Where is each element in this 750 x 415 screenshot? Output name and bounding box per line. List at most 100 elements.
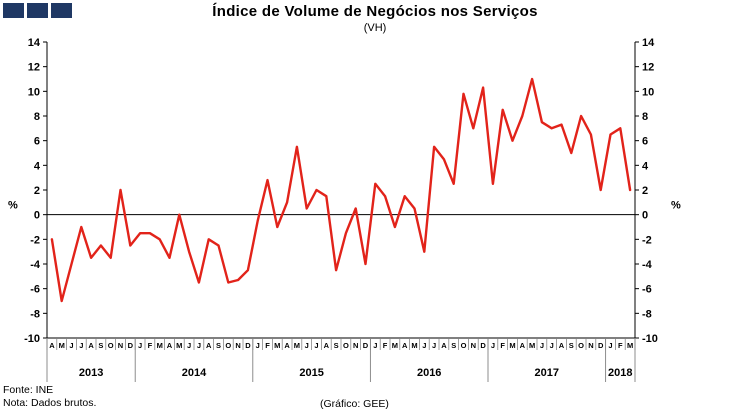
month-label: J [608,341,612,350]
month-label: S [569,341,574,350]
left-tick-label: 0 [34,210,40,222]
month-label: A [324,341,330,350]
left-tick-label: 12 [28,62,40,74]
month-label: J [69,341,73,350]
month-label: S [216,341,221,350]
month-label: N [471,341,476,350]
right-tick-label: -4 [642,259,653,271]
logo-square-3 [51,3,72,18]
month-label: F [148,341,153,350]
month-label: A [402,341,408,350]
month-label: A [559,341,565,350]
source-text: Fonte: INE [3,384,54,396]
right-tick-label: -10 [642,333,658,345]
left-tick-label: 4 [34,160,41,172]
month-label: M [176,341,182,350]
chart-subtitle: (VH) [363,22,387,34]
month-label: F [265,341,270,350]
month-label: A [206,341,212,350]
month-label: S [98,341,103,350]
month-label: M [59,341,65,350]
left-tick-label: -4 [30,259,41,271]
month-label: M [529,341,535,350]
note-text: Nota: Dados brutos. [3,397,97,410]
credit-text: (Gráfico: GEE) [320,398,389,410]
month-label: J [432,341,436,350]
month-label: D [128,341,134,350]
left-tick-label: -8 [30,308,40,320]
right-tick-label: -2 [642,234,652,246]
right-tick-label: 6 [642,136,648,148]
month-label: J [197,341,201,350]
right-tick-label: -8 [642,308,652,320]
month-label: M [294,341,300,350]
month-label: O [225,341,231,350]
month-label: M [392,341,398,350]
month-label: J [314,341,318,350]
right-tick-label: 12 [642,62,654,74]
month-label: J [187,341,191,350]
month-label: D [480,341,486,350]
month-label: J [373,341,377,350]
month-label: J [256,341,260,350]
month-label: N [235,341,240,350]
left-unit-label: % [8,200,18,212]
month-label: J [305,341,309,350]
year-label: 2013 [79,367,103,379]
year-label: 2016 [417,367,441,379]
month-label: M [157,341,163,350]
logo-square-1 [3,3,24,18]
month-label: O [578,341,584,350]
right-tick-label: 8 [642,111,648,123]
left-tick-label: 10 [28,86,40,98]
footer-source-block: Fonte: INE Nota: Dados brutos. [3,384,96,410]
year-label: 2014 [182,367,207,379]
month-label: N [118,341,123,350]
month-label: D [363,341,369,350]
month-label: A [520,341,526,350]
chart-title: Índice de Volume de Negócios nos Serviço… [212,3,538,20]
month-label: J [79,341,83,350]
year-label: 2018 [608,367,632,379]
left-tick-label: 8 [34,111,40,123]
month-label: S [334,341,339,350]
right-tick-label: 10 [642,86,654,98]
month-label: D [598,341,604,350]
month-label: J [491,341,495,350]
month-label: A [284,341,290,350]
month-label: A [49,341,55,350]
month-label: M [274,341,280,350]
month-label: M [627,341,633,350]
month-label: F [618,341,623,350]
month-label: N [588,341,593,350]
month-label: O [343,341,349,350]
data-line [50,77,632,303]
year-label: 2015 [299,367,323,379]
month-label: J [138,341,142,350]
right-unit-label: % [671,200,681,212]
month-label: J [422,341,426,350]
month-label: A [167,341,173,350]
year-label: 2017 [535,367,559,379]
month-label: A [441,341,447,350]
left-tick-label: -6 [30,284,40,296]
logo-square-2 [27,3,48,18]
right-tick-label: 2 [642,185,648,197]
month-label: F [500,341,505,350]
month-label: N [353,341,358,350]
month-label: J [540,341,544,350]
month-label: M [411,341,417,350]
logo [3,3,72,18]
month-label: D [245,341,251,350]
left-tick-label: 2 [34,185,40,197]
right-tick-label: 0 [642,210,648,222]
left-tick-label: -10 [24,333,40,345]
right-tick-label: 14 [642,37,655,49]
month-label: O [461,341,467,350]
left-tick-label: 14 [28,37,41,49]
right-tick-label: 4 [642,160,649,172]
month-label: J [550,341,554,350]
left-tick-label: 6 [34,136,40,148]
